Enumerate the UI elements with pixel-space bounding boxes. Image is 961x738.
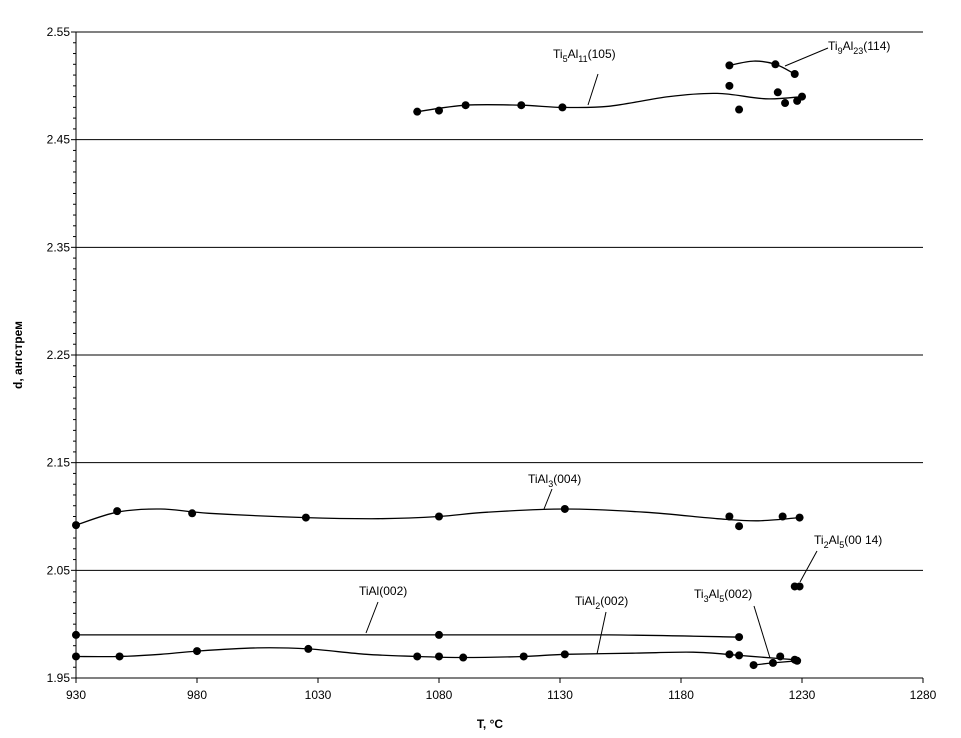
series-annotation: TiAl(002): [359, 584, 407, 598]
series-annotations: Ti5Al11(105) Ti9Al23(114) TiAl3(004) Ti2Al5…: [359, 39, 890, 659]
data-point: [776, 652, 785, 661]
data-point: [735, 633, 744, 642]
x-tick-label: 1130: [547, 688, 573, 702]
annotation-leader: [799, 550, 818, 583]
x-tick-label: 1080: [426, 688, 453, 702]
series-curve: [75, 634, 740, 638]
data-point: [781, 99, 790, 108]
data-point: [725, 512, 734, 521]
series-curves: [75, 60, 803, 666]
data-point: [735, 651, 744, 660]
data-point: [435, 630, 443, 639]
data-point: [304, 644, 313, 653]
data-point: [735, 105, 744, 114]
data-point: [749, 661, 758, 670]
data-point: [795, 582, 804, 591]
annotation-leader: [784, 47, 829, 67]
data-point: [459, 653, 468, 662]
series-annotation: Ti5Al11(105): [553, 47, 616, 64]
y-tick-label: 2.05: [47, 563, 71, 577]
series-annotation: Ti9Al23(114): [828, 39, 890, 56]
y-tick-label: 2.35: [47, 240, 71, 254]
x-tick-labels: 930 980 1030 1080 1130 1180 1230 1280: [66, 688, 937, 702]
data-point: [560, 504, 569, 513]
data-point: [793, 656, 802, 665]
data-point: [560, 650, 569, 659]
data-point: [517, 101, 526, 110]
x-tick-label: 1180: [668, 688, 694, 702]
y-tick-label: 2.15: [47, 456, 71, 470]
data-point: [725, 81, 734, 90]
annotation-leader: [587, 73, 599, 106]
data-point: [519, 652, 528, 661]
x-tick-label: 1030: [305, 688, 332, 702]
x-tick-label: 980: [187, 688, 207, 702]
x-tick-label: 1280: [910, 688, 937, 702]
x-axis-title: T, °C: [477, 717, 503, 731]
data-point: [778, 512, 787, 521]
data-point: [771, 60, 780, 69]
series-curve: [729, 60, 795, 75]
annotation-leader: [543, 488, 553, 510]
axes: [71, 31, 924, 683]
data-point: [773, 88, 782, 97]
annotation-leader: [365, 601, 379, 634]
data-point: [725, 650, 734, 659]
y-tick-label: 1.95: [47, 671, 71, 685]
y-axis-title: d, ангстрем: [11, 321, 25, 389]
data-point: [790, 69, 799, 78]
data-point: [725, 61, 734, 70]
y-tick-labels: 1.95 2.05 2.15 2.25 2.35 2.45 2.55: [47, 25, 71, 685]
series-annotation: Ti2Al5(00 14): [814, 533, 882, 550]
data-point: [72, 630, 80, 639]
x-tick-label: 930: [66, 688, 86, 702]
data-point: [435, 512, 443, 521]
data-point: [795, 513, 804, 522]
data-point: [558, 103, 567, 112]
gridlines: [76, 31, 923, 571]
series-annotation: TiAl2(002): [575, 594, 628, 611]
data-point: [72, 521, 80, 530]
series-points: [72, 60, 806, 670]
x-tick-label: 1230: [789, 688, 816, 702]
data-point: [798, 92, 806, 101]
data-point: [435, 652, 443, 661]
series-annotation: TiAl3(004): [528, 472, 581, 489]
annotation-leader: [596, 611, 607, 655]
series-curve: [417, 92, 803, 113]
data-point: [115, 652, 124, 661]
data-point: [301, 513, 310, 522]
series-annotation: Ti3Al5(002): [694, 587, 752, 604]
annotation-leader: [753, 605, 771, 659]
data-point: [413, 107, 422, 116]
data-point: [72, 652, 80, 661]
data-point: [188, 509, 197, 518]
y-tick-label: 2.45: [47, 133, 71, 147]
y-tick-label: 2.25: [47, 348, 71, 362]
data-point: [735, 522, 744, 531]
data-point: [435, 106, 443, 115]
data-point: [113, 507, 122, 516]
data-point: [193, 647, 201, 656]
data-point: [413, 652, 422, 661]
data-point: [461, 101, 470, 110]
data-point: [768, 658, 777, 667]
y-tick-label: 2.55: [47, 25, 71, 39]
